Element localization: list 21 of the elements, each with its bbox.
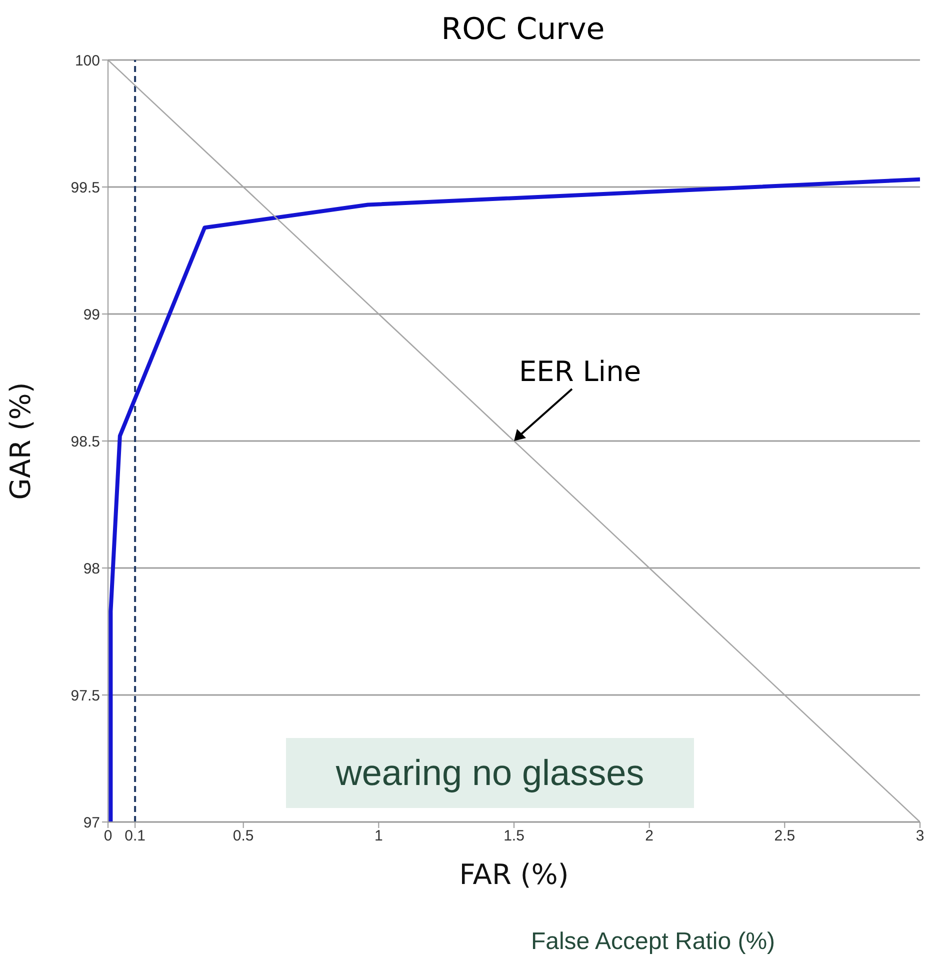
y-tick-label: 98.5: [70, 433, 100, 450]
y-axis-title: GAR (%): [4, 382, 37, 500]
x-tick-label: 2: [645, 828, 654, 845]
x-tick-label: 3: [916, 828, 924, 845]
x-axis-title: FAR (%): [459, 858, 569, 891]
x-tick-label: 0.5: [232, 828, 254, 845]
y-tick-label: 97: [83, 814, 100, 832]
x-tick-label: 2.5: [774, 828, 796, 845]
x-tick-label: 0: [104, 828, 112, 845]
x-tick-label: 0.1: [124, 828, 146, 845]
y-tick-label: 98: [83, 560, 100, 578]
x-tick-label: 1.5: [504, 828, 524, 845]
y-tick-label: 97.5: [70, 687, 100, 704]
y-tick-label: 100: [74, 52, 100, 70]
y-tick-label: 99: [83, 306, 100, 324]
x-tick-label: 1: [374, 828, 383, 845]
y-tick-label: 99.5: [70, 179, 100, 196]
text: False Accept Ratio (%): [530, 928, 776, 956]
annotation: wearing no glasses: [286, 738, 694, 808]
annotation: EER Line: [518, 355, 642, 388]
chart-title: ROC Curve: [440, 12, 606, 47]
